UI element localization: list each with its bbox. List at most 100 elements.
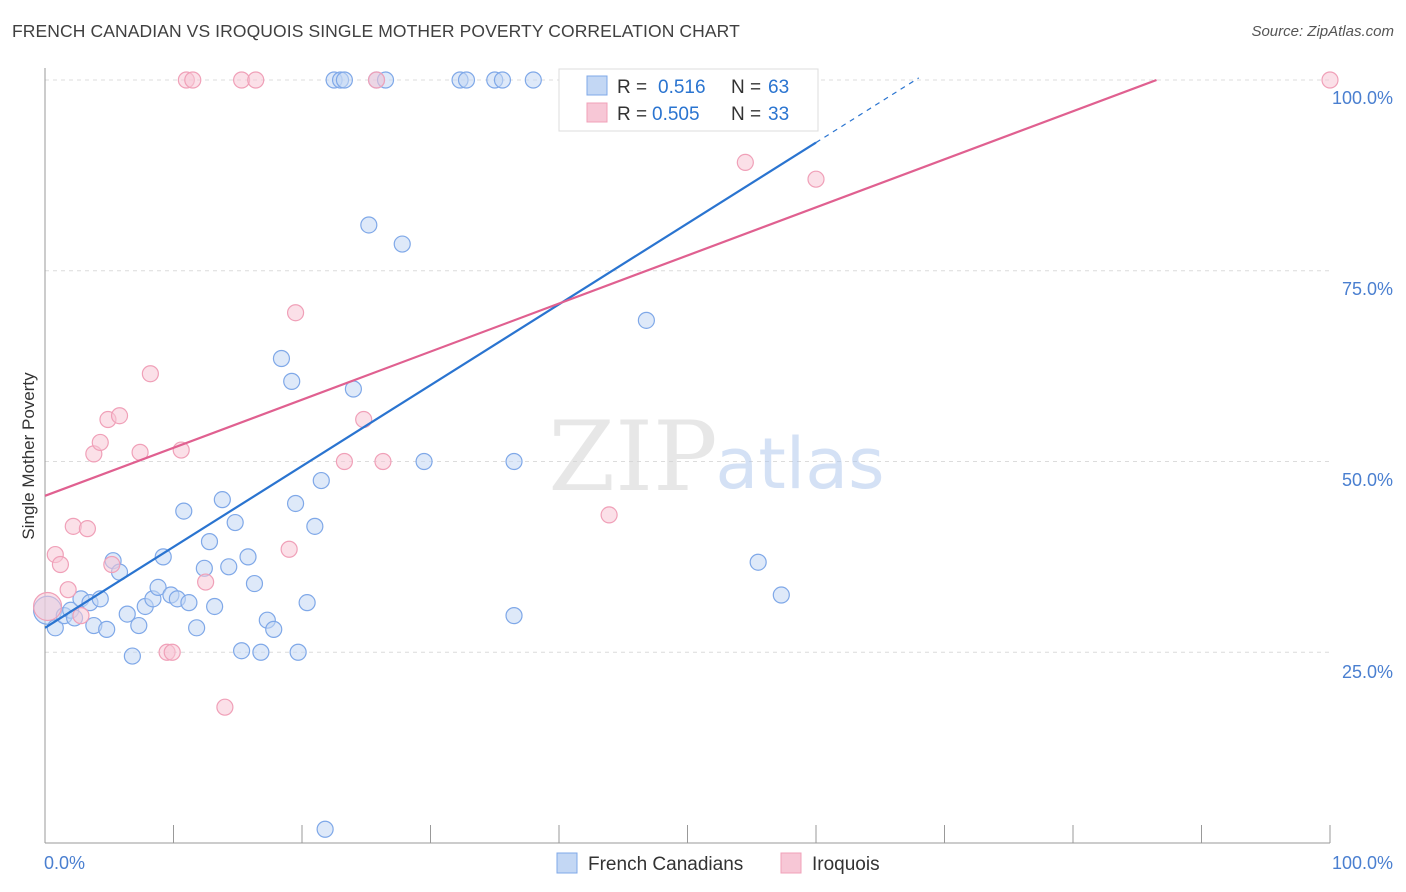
stats-legend-n-label-french-canadians: N = bbox=[731, 77, 761, 98]
series-legend-label-french-canadians[interactable]: French Canadians bbox=[588, 854, 743, 875]
y-axis-title: Single Mother Poverty bbox=[19, 372, 38, 540]
series-legend-swatch-french-canadians[interactable] bbox=[556, 852, 578, 874]
french-canadians-point-51[interactable] bbox=[393, 235, 411, 253]
french-canadians-point-27[interactable] bbox=[213, 491, 231, 509]
french-canadians-point-22[interactable] bbox=[180, 594, 198, 612]
gridlines bbox=[45, 79, 1330, 653]
stats-legend-r-value-french-canadians: 0.516 bbox=[658, 77, 706, 98]
french-canadians-point-21[interactable] bbox=[175, 502, 193, 520]
french-canadians-point-28[interactable] bbox=[220, 558, 238, 576]
y-tick-label-25: 25.0% bbox=[1342, 662, 1393, 682]
french-canadians-point-13[interactable] bbox=[123, 647, 141, 665]
stats-legend-swatch-french-canadians bbox=[586, 75, 608, 96]
iroquois-trend-line bbox=[44, 78, 1157, 497]
stats-legend-n-value-iroquois: 33 bbox=[768, 104, 789, 125]
iroquois-point-20[interactable] bbox=[216, 698, 234, 716]
stats-legend-n-label-iroquois: N = bbox=[731, 104, 761, 125]
french-canadians-point-9[interactable] bbox=[98, 620, 116, 638]
stats-legend-r-label-french-canadians: R = bbox=[617, 77, 647, 98]
french-canadians-point-57[interactable] bbox=[505, 452, 523, 471]
iroquois-point-27[interactable] bbox=[367, 71, 386, 89]
french-canadians-point-38[interactable] bbox=[286, 494, 305, 513]
french-canadians-point-58[interactable] bbox=[505, 607, 523, 625]
iroquois-point-4[interactable] bbox=[64, 517, 82, 535]
french-canadians-point-35[interactable] bbox=[265, 620, 283, 638]
french-canadians-point-32[interactable] bbox=[245, 574, 264, 593]
french-canadians-point-60[interactable] bbox=[637, 311, 655, 329]
x-tick-label-max: 100.0% bbox=[1332, 853, 1393, 873]
iroquois-point-13[interactable] bbox=[141, 365, 159, 383]
iroquois-point-3[interactable] bbox=[59, 581, 77, 599]
trend-layer bbox=[44, 77, 1157, 629]
chart-title: FRENCH CANADIAN VS IROQUOIS SINGLE MOTHE… bbox=[12, 21, 740, 41]
iroquois-point-2[interactable] bbox=[51, 555, 70, 574]
french-canadians-point-18[interactable] bbox=[154, 548, 172, 566]
iroquois-point-32[interactable] bbox=[1321, 71, 1339, 89]
french-canadians-point-54[interactable] bbox=[457, 71, 476, 89]
stats-legend-r-label-iroquois: R = bbox=[617, 104, 647, 125]
x-tick-label-min: 0.0% bbox=[44, 853, 85, 873]
french-canadians-point-42[interactable] bbox=[312, 471, 330, 490]
iroquois-point-30[interactable] bbox=[736, 153, 754, 172]
stats-legend-r-value-iroquois: 0.505 bbox=[652, 104, 700, 125]
iroquois-point-29[interactable] bbox=[600, 506, 618, 524]
iroquois-point-23[interactable] bbox=[280, 540, 298, 558]
stats-legend-n-value-french-canadians: 63 bbox=[768, 77, 789, 98]
iroquois-point-24[interactable] bbox=[286, 304, 305, 322]
french-canadians-point-62[interactable] bbox=[772, 586, 790, 604]
chart-source: Source: ZipAtlas.com bbox=[1251, 23, 1394, 40]
iroquois-point-11[interactable] bbox=[110, 407, 129, 425]
watermark: ZIP atlas bbox=[548, 401, 884, 513]
y-tick-labels: 100.0% 75.0% 50.0% 25.0% bbox=[1332, 88, 1393, 682]
iroquois-point-5[interactable] bbox=[72, 607, 90, 625]
iroquois-point-6[interactable] bbox=[78, 520, 97, 538]
french-canadians-point-29[interactable] bbox=[226, 513, 244, 532]
french-canadians-point-36[interactable] bbox=[272, 349, 291, 368]
french-canadians-point-25[interactable] bbox=[200, 533, 219, 551]
french-canadians-point-43[interactable] bbox=[316, 820, 334, 838]
iroquois-point-18[interactable] bbox=[184, 71, 202, 89]
french-canadians-point-61[interactable] bbox=[749, 553, 767, 571]
french-canadians-point-14[interactable] bbox=[130, 616, 148, 635]
french-canadians-point-31[interactable] bbox=[239, 548, 257, 566]
french-canadians-point-46[interactable] bbox=[335, 71, 354, 89]
iroquois-point-22[interactable] bbox=[247, 71, 265, 89]
iroquois-point-28[interactable] bbox=[374, 452, 392, 471]
french-canadians-point-39[interactable] bbox=[289, 643, 307, 661]
stats-legend: R = 0.516 N = 63 R = 0.505 N = 33 bbox=[558, 68, 819, 132]
axes bbox=[44, 68, 1331, 844]
french-canadians-point-48[interactable] bbox=[360, 216, 378, 234]
french-canadians-trend-line bbox=[44, 141, 817, 629]
stats-legend-swatch-iroquois bbox=[586, 102, 608, 123]
french-canadians-point-33[interactable] bbox=[252, 643, 270, 661]
iroquois-point-25[interactable] bbox=[335, 452, 354, 471]
french-canadians-point-17[interactable] bbox=[149, 578, 167, 596]
iroquois-point-0[interactable] bbox=[32, 591, 63, 622]
french-canadians-point-12[interactable] bbox=[118, 605, 136, 623]
watermark-zip: ZIP bbox=[548, 401, 717, 513]
french-canadians-point-52[interactable] bbox=[415, 452, 433, 471]
watermark-atlas: atlas bbox=[715, 423, 884, 505]
y-tick-label-50: 50.0% bbox=[1342, 470, 1393, 490]
french-canadians-trend-extension bbox=[815, 77, 920, 144]
french-canadians-point-37[interactable] bbox=[283, 372, 301, 390]
y-tick-label-75: 75.0% bbox=[1342, 279, 1393, 299]
iroquois-point-19[interactable] bbox=[197, 573, 215, 591]
french-canadians-point-40[interactable] bbox=[298, 594, 316, 612]
series-legend-label-iroquois[interactable]: Iroquois bbox=[812, 854, 880, 875]
french-canadians-point-41[interactable] bbox=[306, 517, 324, 535]
iroquois-point-31[interactable] bbox=[807, 170, 825, 188]
iroquois-point-15[interactable] bbox=[163, 643, 181, 661]
series-legend-swatch-iroquois[interactable] bbox=[780, 852, 802, 874]
french-canadians-point-26[interactable] bbox=[206, 597, 224, 616]
french-canadians-point-23[interactable] bbox=[188, 619, 206, 637]
french-canadians-point-30[interactable] bbox=[233, 642, 251, 660]
iroquois-point-10[interactable] bbox=[103, 555, 121, 574]
x-ticks bbox=[173, 825, 1331, 843]
french-canadians-point-56[interactable] bbox=[493, 71, 512, 89]
series-legend: French Canadians Iroquois bbox=[556, 852, 880, 875]
iroquois-point-8[interactable] bbox=[91, 433, 109, 452]
iroquois-point-26[interactable] bbox=[355, 410, 373, 429]
french-canadians-point-59[interactable] bbox=[524, 71, 542, 89]
